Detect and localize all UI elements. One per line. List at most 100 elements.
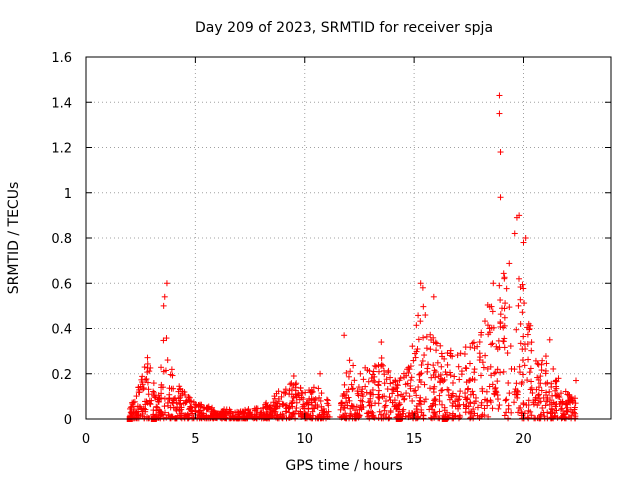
data-point — [507, 343, 514, 350]
data-point — [436, 398, 443, 405]
data-point — [379, 393, 386, 400]
data-point — [564, 391, 571, 398]
data-point — [339, 393, 346, 400]
data-point — [455, 363, 462, 370]
data-point — [394, 381, 401, 388]
data-point — [497, 297, 504, 304]
data-point — [474, 404, 481, 411]
data-point — [486, 303, 493, 310]
data-point — [467, 391, 474, 398]
data-point — [543, 389, 550, 396]
data-point — [420, 412, 427, 419]
data-point — [416, 376, 423, 383]
data-point — [267, 405, 274, 412]
data-point — [518, 409, 525, 416]
data-point — [506, 390, 513, 397]
data-point — [478, 402, 485, 409]
x-axis-tick-labels: 0 5 10 15 20 — [82, 432, 532, 447]
data-point — [348, 381, 355, 388]
data-point — [487, 363, 494, 370]
data-point — [128, 408, 135, 415]
data-point — [305, 412, 312, 419]
data-point — [242, 415, 249, 422]
data-point — [409, 343, 416, 350]
data-point — [508, 409, 515, 416]
x-axis-title: GPS time / hours — [285, 458, 402, 474]
data-point — [527, 408, 534, 415]
data-point — [433, 340, 440, 347]
data-point — [290, 373, 297, 380]
data-point — [542, 353, 549, 360]
data-point — [158, 395, 165, 402]
data-point — [290, 410, 297, 417]
data-point — [463, 403, 470, 410]
data-point — [517, 320, 524, 327]
data-point — [497, 311, 504, 318]
data-point — [463, 379, 470, 386]
data-point — [511, 230, 518, 237]
data-point — [134, 415, 141, 422]
data-point — [493, 343, 500, 350]
data-point — [494, 378, 501, 385]
data-point — [144, 364, 151, 371]
data-point — [406, 393, 413, 400]
data-point — [519, 309, 526, 316]
data-point — [183, 399, 190, 406]
data-point — [363, 389, 370, 396]
data-point — [476, 350, 483, 357]
data-point — [381, 407, 388, 414]
data-point — [503, 285, 510, 292]
data-point — [571, 406, 578, 413]
data-point — [444, 386, 451, 393]
data-point — [432, 374, 439, 381]
data-point — [378, 354, 385, 361]
data-point — [426, 406, 433, 413]
data-point — [501, 275, 508, 282]
data-point — [375, 378, 382, 385]
data-point — [278, 393, 285, 400]
data-point — [262, 401, 269, 408]
data-point — [477, 372, 484, 379]
data-point — [139, 381, 146, 388]
data-point — [487, 399, 494, 406]
data-point — [557, 406, 564, 413]
data-point — [370, 377, 377, 384]
data-point — [164, 399, 171, 406]
data-point — [315, 385, 322, 392]
data-point — [341, 381, 348, 388]
data-point — [565, 397, 572, 404]
data-point — [186, 394, 193, 401]
data-point — [198, 415, 205, 422]
data-point — [375, 362, 382, 369]
data-point — [527, 386, 534, 393]
data-point — [542, 380, 549, 387]
data-point — [415, 383, 422, 390]
data-point — [535, 361, 542, 368]
data-point — [160, 302, 167, 309]
data-point — [350, 362, 357, 369]
data-point — [399, 393, 406, 400]
data-point — [430, 400, 437, 407]
data-point — [188, 398, 195, 405]
data-point — [556, 401, 563, 408]
data-point — [495, 396, 502, 403]
data-point — [318, 407, 325, 414]
data-point — [535, 399, 542, 406]
data-point — [569, 398, 576, 405]
data-point — [501, 314, 508, 321]
data-point — [532, 357, 539, 364]
data-point — [408, 374, 415, 381]
data-point — [285, 414, 292, 421]
data-point — [492, 384, 499, 391]
data-point — [413, 406, 420, 413]
data-point — [505, 415, 512, 422]
data-point — [427, 385, 434, 392]
data-point — [363, 410, 370, 417]
data-point — [433, 347, 440, 354]
data-point — [383, 376, 390, 383]
data-point — [200, 410, 207, 417]
data-point — [393, 402, 400, 409]
data-point — [355, 392, 362, 399]
data-point — [535, 376, 542, 383]
data-point — [527, 365, 534, 372]
